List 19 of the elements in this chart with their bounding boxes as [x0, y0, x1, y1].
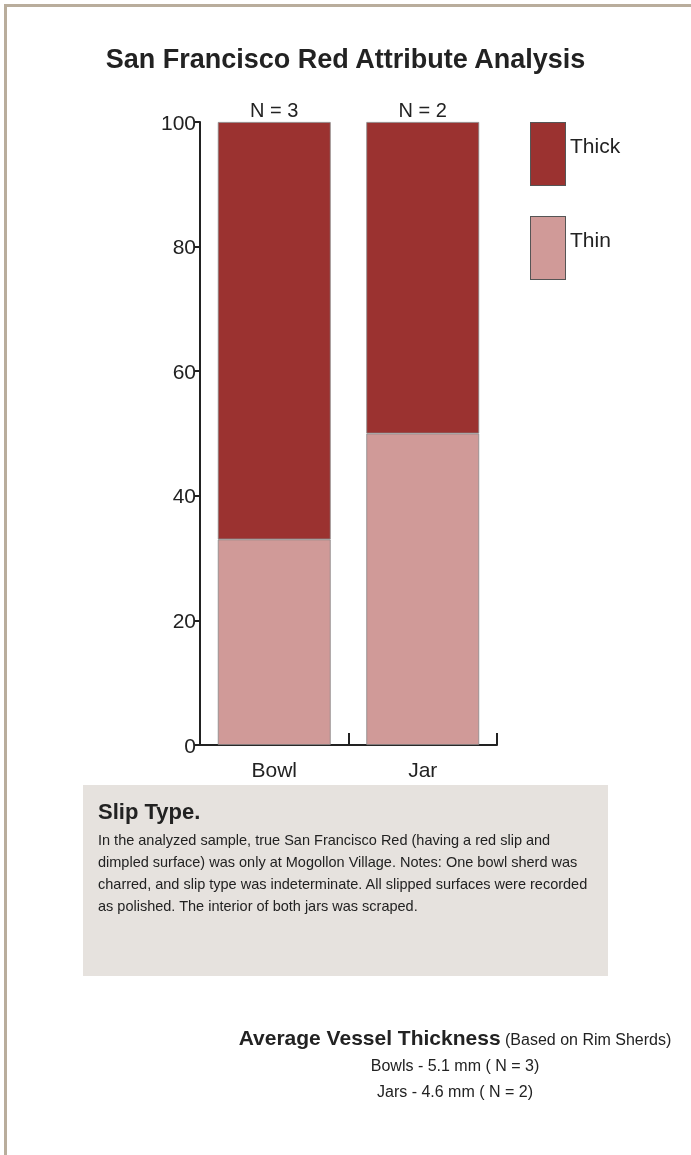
text: Thin	[570, 228, 611, 252]
x-tick-label: Bowl	[251, 758, 298, 781]
text: Slip Type.	[98, 799, 202, 825]
x-tick-label: Jar	[408, 758, 438, 781]
annotation: N = 3	[250, 99, 299, 121]
text: (Based on Rim Sherds)	[505, 1031, 672, 1048]
y-tick-label: 20	[172, 608, 196, 632]
y-tick-label: 40	[172, 484, 196, 508]
y-tick-label: 0	[184, 733, 196, 757]
y-tick-label: 60	[172, 359, 196, 383]
annotation: N = 2	[398, 99, 447, 121]
y-tick-label: 80	[172, 235, 196, 259]
chart-title: San Francisco Red Attribute Analysis	[105, 43, 586, 74]
text: Jars - 4.6 mm ( N = 2)	[376, 1082, 534, 1102]
text: Average Vessel Thickness	[238, 1026, 501, 1049]
text: In the analyzed sample, true San Francisco Red (having a red slip and dimpled surface) was only at Mogollon Village. Notes: One bowl sherd was charred, and slip type was indeterminate. All slipped surfaces were recorded as polished. The interior of both jars was scraped.	[98, 831, 589, 916]
text: Bowls - 5.1 mm ( N = 3)	[369, 1056, 541, 1076]
y-tick-label: 100	[160, 110, 196, 134]
text: Thick	[570, 134, 621, 158]
